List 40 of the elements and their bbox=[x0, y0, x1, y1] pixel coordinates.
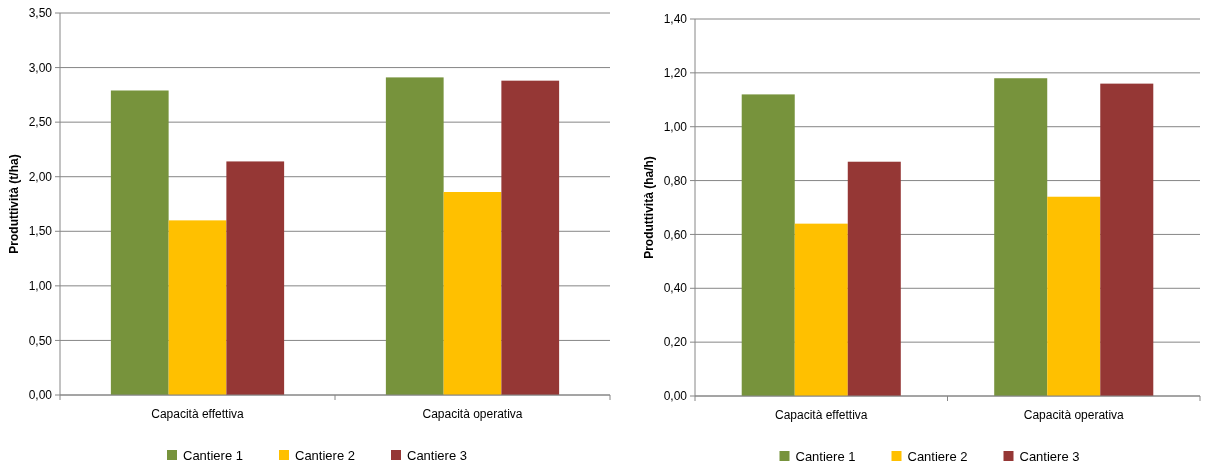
y-tick-label: 0,60 bbox=[663, 227, 688, 242]
legend-label: Cantiere 1 bbox=[795, 448, 856, 464]
y-tick-label: 0,80 bbox=[663, 173, 688, 188]
y-tick-label: 1,40 bbox=[663, 12, 688, 27]
x-tick-label: Capacità operativa bbox=[1023, 408, 1125, 422]
bar bbox=[226, 161, 285, 395]
legend-label: Cantiere 1 bbox=[183, 447, 243, 463]
y-tick-label: 0,40 bbox=[663, 281, 688, 296]
y-axis-title: Produttività (t/ha) bbox=[7, 154, 21, 254]
y-tick-label: 1,00 bbox=[663, 119, 688, 134]
y-tick-label: 2,50 bbox=[28, 115, 53, 130]
y-tick-label: 3,50 bbox=[28, 6, 53, 21]
legend-label: Cantiere 2 bbox=[907, 448, 968, 464]
y-tick-label: 1,20 bbox=[663, 66, 688, 81]
y-tick-label: 1,50 bbox=[28, 224, 53, 239]
bar bbox=[994, 78, 1048, 396]
bar bbox=[794, 223, 848, 396]
bar bbox=[443, 191, 502, 395]
y-tick-label: 3,00 bbox=[28, 60, 53, 75]
bar bbox=[385, 77, 444, 395]
x-tick-label: Capacità effettiva bbox=[151, 407, 245, 421]
y-tick-label: 1,00 bbox=[28, 279, 53, 294]
legend-label: Cantiere 3 bbox=[1019, 448, 1080, 464]
y-tick-label: 0,00 bbox=[28, 388, 53, 403]
legend-label: Cantiere 3 bbox=[407, 447, 467, 463]
legend-label: Cantiere 2 bbox=[295, 447, 355, 463]
y-tick-label: 0,50 bbox=[28, 333, 53, 348]
bar bbox=[741, 94, 795, 396]
bar bbox=[168, 220, 227, 395]
bar bbox=[1100, 83, 1154, 396]
y-tick-label: 0,00 bbox=[663, 389, 688, 404]
bar bbox=[501, 80, 560, 395]
y-tick-label: 0,20 bbox=[663, 335, 688, 350]
y-tick-label: 2,00 bbox=[28, 169, 53, 184]
y-axis-title: Produttività (ha/h) bbox=[642, 156, 656, 259]
bar bbox=[1047, 196, 1101, 396]
bar bbox=[847, 161, 901, 396]
x-tick-label: Capacità effettiva bbox=[774, 408, 868, 422]
x-tick-label: Capacità operativa bbox=[422, 407, 523, 421]
bar bbox=[110, 90, 169, 395]
